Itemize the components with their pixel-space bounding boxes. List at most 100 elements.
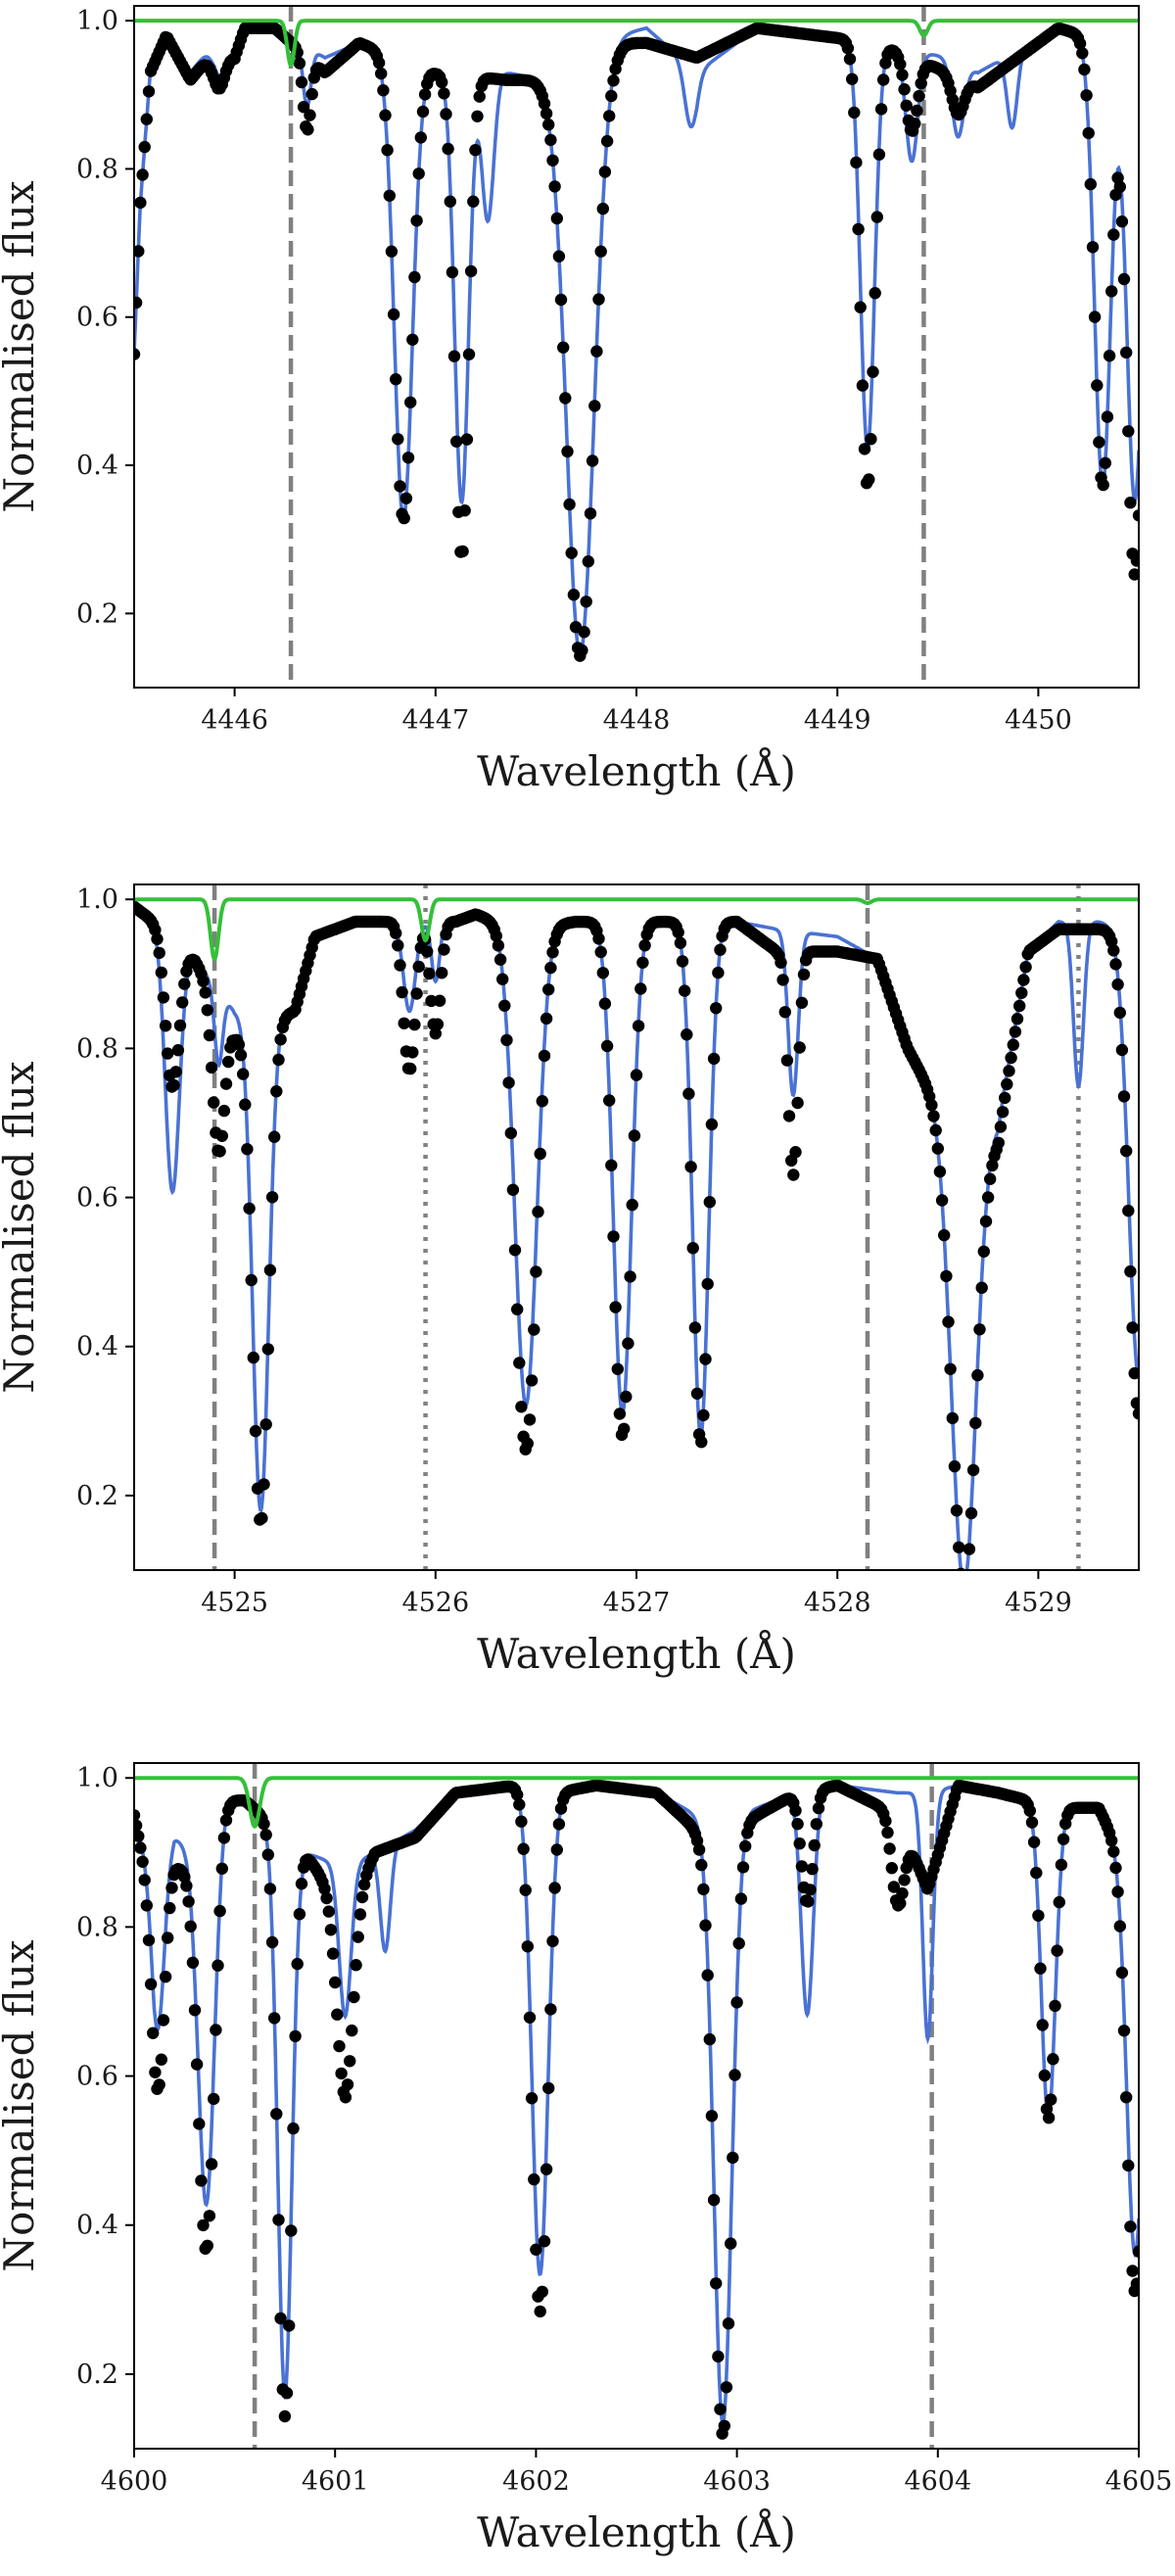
observed-point [950, 1504, 964, 1517]
observed-point [607, 1230, 620, 1243]
observed-point [854, 301, 867, 313]
observed-point [925, 1099, 938, 1112]
observed-point [268, 2012, 281, 2025]
observed-point [808, 1838, 821, 1852]
observed-point [258, 1817, 270, 1831]
observed-point [464, 264, 478, 278]
observed-point [438, 87, 450, 100]
observed-point [1005, 1051, 1017, 1065]
observed-point [578, 626, 590, 639]
x-tick-label: 4605 [1105, 2466, 1173, 2497]
observed-point [867, 365, 879, 378]
observed-point [605, 1159, 618, 1172]
observed-point [1057, 1833, 1070, 1846]
observed-point [778, 1006, 791, 1019]
observed-point [178, 1870, 191, 1884]
observed-point [538, 2235, 551, 2248]
observed-point [1132, 2245, 1139, 2258]
observed-point [390, 373, 402, 386]
observed-point [1120, 346, 1133, 359]
observed-point [219, 1077, 233, 1090]
observed-point [270, 2108, 283, 2121]
observed-point [856, 379, 870, 392]
observed-point [966, 1463, 980, 1477]
observed-point [544, 133, 557, 147]
observed-point [416, 105, 430, 119]
observed-point [201, 1004, 213, 1017]
observed-point [490, 930, 502, 942]
observed-point [981, 1191, 995, 1204]
observed-point [261, 1848, 274, 1861]
observed-point [515, 1815, 528, 1828]
observed-point [544, 2003, 557, 2016]
observed-point [1117, 2025, 1131, 2037]
observed-point [712, 2350, 725, 2363]
observed-point [256, 1511, 268, 1525]
observed-point [210, 2024, 222, 2036]
observed-point [810, 1818, 822, 1831]
observed-point [592, 932, 605, 945]
observed-point [538, 97, 551, 111]
observed-point [134, 1830, 145, 1842]
observed-point [550, 1843, 563, 1856]
observed-point [144, 1978, 158, 1991]
observed-point [964, 1506, 978, 1520]
observed-point [302, 123, 314, 136]
observed-point [1099, 456, 1112, 469]
observed-point [215, 1862, 228, 1876]
observed-point [504, 1126, 517, 1140]
y-tick-label: 0.8 [76, 154, 118, 184]
observed-point [306, 87, 318, 101]
observed-point [188, 2004, 202, 2017]
x-tick-label: 4447 [401, 705, 469, 736]
observed-point [874, 103, 888, 116]
observed-point [793, 1837, 806, 1850]
observed-point [697, 1883, 710, 1896]
observed-point [1113, 180, 1127, 193]
observed-point [355, 1890, 369, 1904]
observed-point [933, 1166, 947, 1178]
observed-point [699, 1353, 712, 1365]
observed-point [881, 1826, 894, 1839]
observed-point [199, 986, 212, 999]
observed-point [237, 1068, 250, 1080]
observed-point [586, 454, 599, 467]
observed-point [157, 991, 170, 1004]
observed-point [346, 2024, 358, 2037]
observed-point [1122, 1204, 1135, 1217]
observed-point [789, 1146, 802, 1159]
observed-point [1130, 2277, 1139, 2290]
observed-point [406, 1046, 419, 1059]
observed-point [513, 1798, 526, 1811]
observed-point [688, 1321, 702, 1334]
axes-frame [133, 1762, 1140, 2450]
observed-point [297, 101, 310, 114]
observed-point [513, 1357, 526, 1369]
observed-point [383, 189, 396, 202]
observed-point [996, 1106, 1010, 1119]
observed-point [684, 1161, 697, 1173]
observed-point [265, 1191, 279, 1204]
observed-point [394, 480, 406, 493]
observed-point [879, 1814, 892, 1828]
observed-point [548, 1882, 561, 1894]
observed-point [404, 1062, 417, 1075]
observed-point [1003, 1065, 1015, 1077]
observed-point [263, 1264, 277, 1276]
observed-point [197, 975, 210, 987]
observed-point [852, 222, 865, 236]
observed-point [324, 1924, 338, 1936]
observed-point [289, 2029, 302, 2043]
observed-point [184, 1920, 197, 1933]
observed-point [372, 56, 386, 70]
observed-point [1009, 1026, 1022, 1038]
y-tick-label: 0.2 [76, 598, 118, 629]
observed-point [219, 1814, 233, 1827]
observed-point [149, 924, 162, 936]
observed-point [705, 1118, 719, 1131]
observed-point [557, 341, 570, 354]
observed-point [157, 2014, 170, 2027]
observed-point [1105, 1835, 1118, 1847]
observed-point [387, 308, 400, 321]
observed-point [598, 166, 612, 178]
